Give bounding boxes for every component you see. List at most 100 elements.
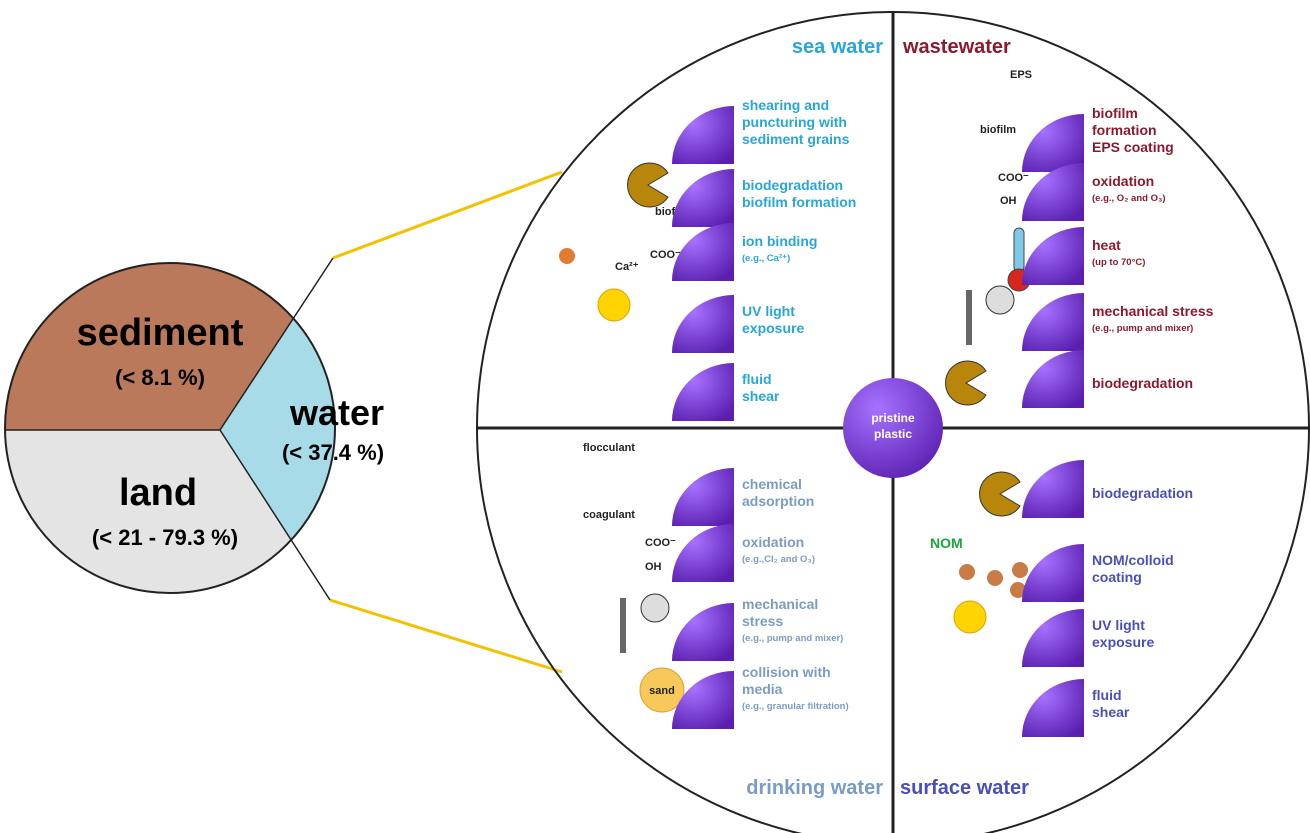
ion-icon [559, 248, 575, 264]
process-label: biodegradation [1092, 375, 1193, 391]
process-label: biodegradation [1092, 485, 1193, 501]
quadrant-title: drinking water [746, 777, 883, 799]
segment-label: (< 21 - 79.3 %) [92, 525, 238, 550]
pacman-icon [979, 471, 1021, 517]
process-label: NOM/colloid [1092, 552, 1174, 568]
segment-label: (< 8.1 %) [115, 365, 205, 390]
plastic-particle [672, 468, 734, 526]
annotation: EPS [1010, 69, 1032, 81]
segment-name: sediment [77, 312, 244, 354]
plastic-particle [672, 169, 734, 227]
mixer-icon [620, 598, 626, 653]
pie-outline [4, 262, 336, 594]
pie-segment [5, 263, 335, 430]
pacman-icon [945, 360, 987, 406]
plastic-particle [1022, 227, 1084, 285]
fan-icon [640, 593, 670, 623]
process-label: puncturing with [742, 114, 847, 130]
annotation: coagulant [583, 509, 635, 521]
process-note: (e.g., O₂ and O₃) [1092, 193, 1166, 204]
annotation: COO⁻ [645, 537, 676, 549]
pacman-icon [627, 162, 669, 208]
quadrant-title: wastewater [902, 36, 1011, 58]
plastic-particle [672, 363, 734, 421]
process-label: coating [1092, 569, 1142, 585]
pie-segment [220, 263, 335, 593]
sun-icon [597, 288, 631, 322]
annotation: sand [649, 685, 675, 697]
process-label: fluid [742, 371, 772, 387]
sun-icon [953, 600, 987, 634]
process-note: (e.g., granular filtration) [742, 701, 849, 712]
process-label: chemical [742, 476, 802, 492]
plastic-particle [672, 524, 734, 582]
annotation: OH [1000, 195, 1017, 207]
pie-segment [5, 430, 335, 593]
sand-icon [639, 667, 685, 713]
process-note: (e.g., pump and mixer) [1092, 323, 1193, 334]
process-label: EPS coating [1092, 139, 1174, 155]
annotations: EPS biofilm biofilm COO⁻ OH Ca²⁺ COO⁻ fl… [583, 69, 1032, 697]
process-label: UV light [742, 303, 795, 319]
annotation: NOM [930, 535, 963, 551]
process-label: heat [1092, 237, 1121, 253]
plastic-particle [1022, 350, 1084, 408]
process-label: ion binding [742, 233, 817, 249]
annotation: OH [645, 561, 662, 573]
process-label: oxidation [1092, 173, 1154, 189]
mixer-icon [966, 290, 972, 345]
connector [329, 598, 563, 674]
process-label: shearing and [742, 97, 829, 113]
pristine-plastic [843, 378, 943, 478]
annotation: COO⁻ [998, 172, 1029, 184]
process-label: sediment grains [742, 131, 850, 147]
plastic-particle [1022, 163, 1084, 221]
plastic-particle [672, 603, 734, 661]
pie [5, 263, 335, 593]
process-note: (e.g., pump and mixer) [742, 633, 843, 644]
process-label: UV light [1092, 617, 1145, 633]
quadrant-title: surface water [900, 777, 1029, 799]
plastic-particle [1022, 679, 1084, 737]
plastic-particle [672, 671, 734, 729]
process-label: oxidation [742, 534, 804, 550]
process-label: media [742, 681, 783, 697]
thermometer-icon [1013, 227, 1025, 273]
process-note: (e.g.,Cl₂ and O₃) [742, 554, 815, 565]
process-label: exposure [1092, 634, 1154, 650]
segment-label: (< 37.4 %) [282, 440, 384, 465]
plastic-particle [672, 106, 734, 164]
process-label: biofilm [1092, 105, 1138, 121]
connector [332, 170, 563, 260]
process-label: stress [742, 613, 783, 629]
annotation: flocculant [583, 442, 635, 454]
process-label: biofilm formation [742, 194, 856, 210]
segment-name: land [119, 472, 197, 514]
plastic-particle [672, 223, 734, 281]
plastic-particle [1022, 544, 1084, 602]
center-label: pristine [871, 411, 915, 425]
process-label: biodegradation [742, 177, 843, 193]
process-label: exposure [742, 320, 804, 336]
process-note: (up to 70°C) [1092, 257, 1145, 268]
segment-name: water [289, 392, 384, 433]
annotation: Ca²⁺ [615, 261, 639, 273]
center-label: plastic [874, 427, 912, 441]
process-note: (e.g., Ca²⁺) [742, 253, 790, 264]
process-label: collision with [742, 664, 831, 680]
quadrant-title: sea water [792, 36, 883, 58]
process-label: shear [742, 388, 780, 404]
process-label: adsorption [742, 493, 814, 509]
process-label: mechanical [742, 596, 818, 612]
plastic-particle [1022, 293, 1084, 351]
process-label: mechanical stress [1092, 303, 1214, 319]
process-label: formation [1092, 122, 1157, 138]
process-label: fluid [1092, 687, 1122, 703]
annotation: biofilm [980, 124, 1016, 136]
plastic-particle [1022, 460, 1084, 518]
plastic-particle [672, 295, 734, 353]
annotation: COO⁻ [650, 249, 681, 261]
process-label: shear [1092, 704, 1130, 720]
fan-icon [985, 285, 1015, 315]
